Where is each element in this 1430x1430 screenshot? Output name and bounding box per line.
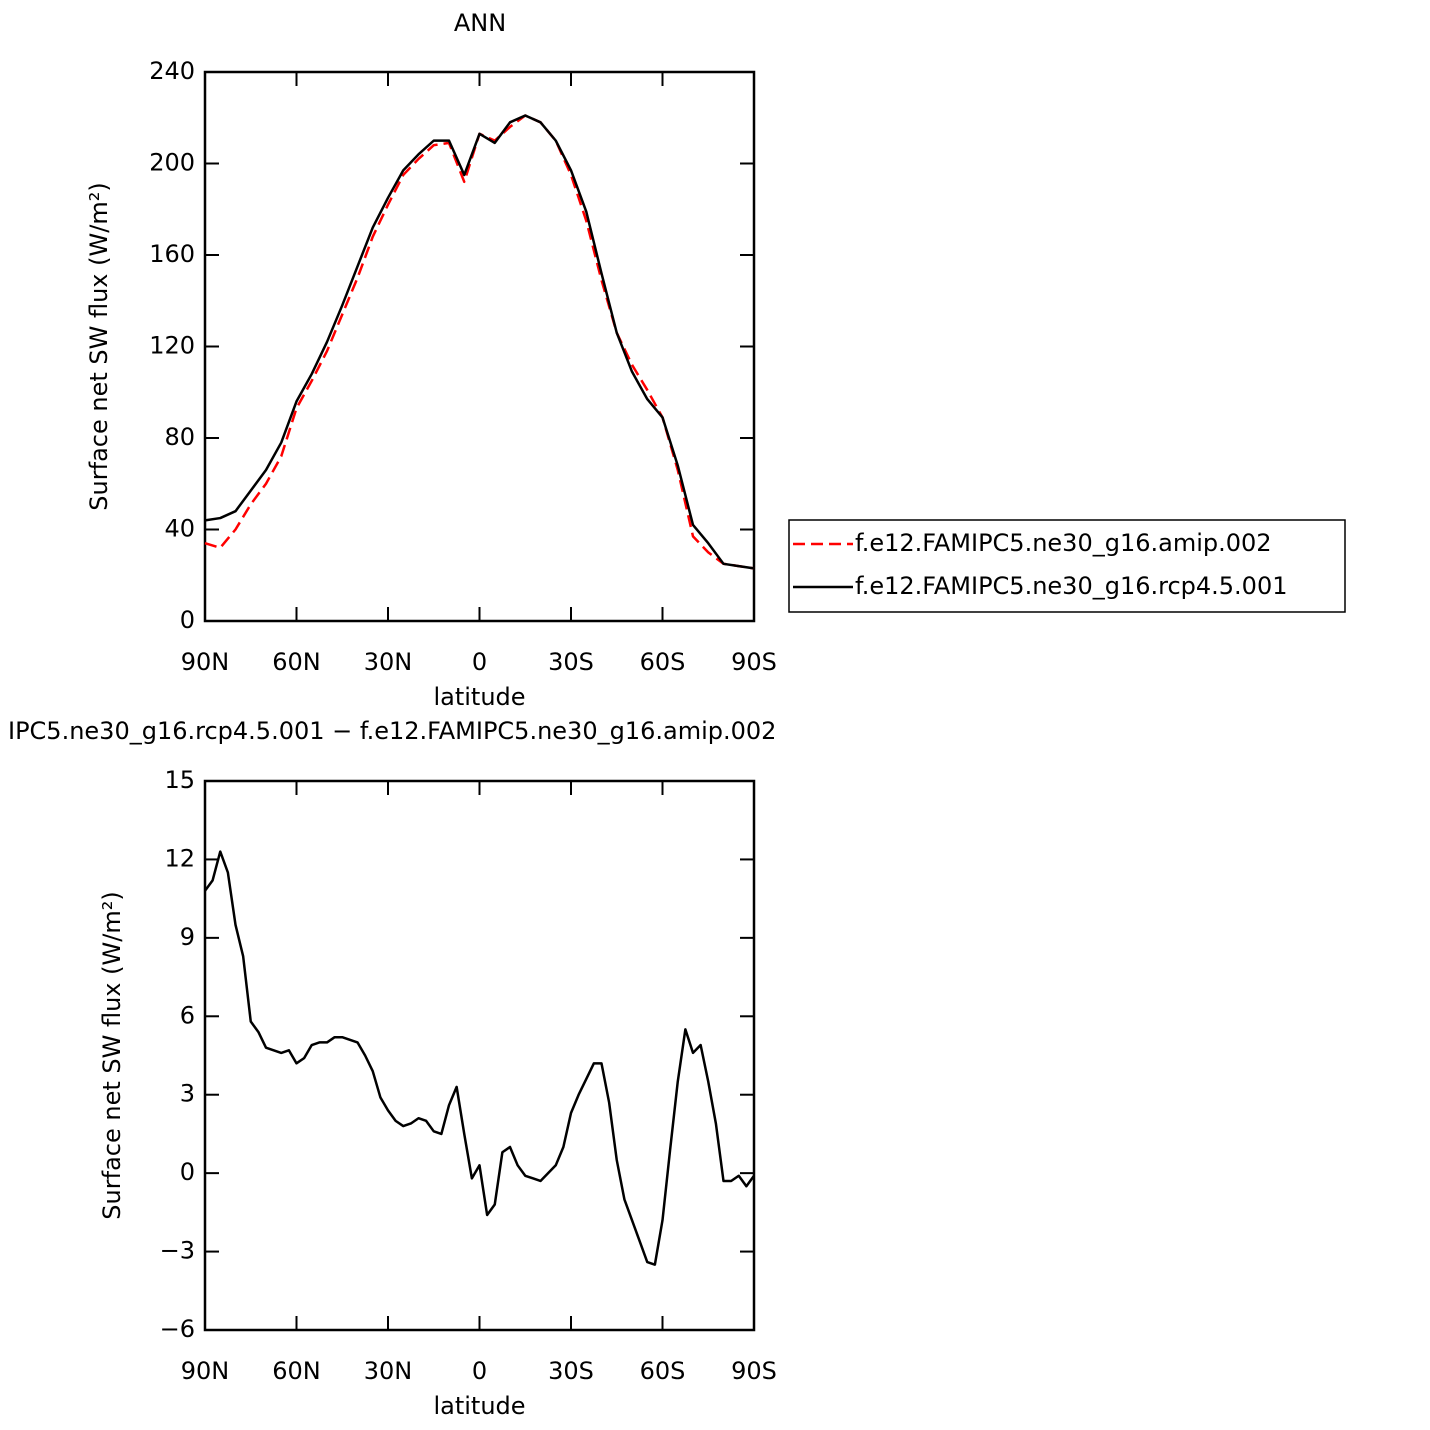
- x-tick-label: 30N: [364, 1357, 413, 1385]
- y-tick-label: 15: [164, 766, 195, 794]
- legend-box: [788, 519, 1346, 613]
- y-tick-label: 200: [149, 149, 195, 177]
- data-line: [204, 114, 755, 570]
- x-tick-label: 60N: [272, 1357, 321, 1385]
- chart-title: IPC5.ne30_g16.rcp4.5.001 − f.e12.FAMIPC5…: [8, 717, 776, 745]
- x-tick-label: 90S: [731, 1357, 777, 1385]
- x-tick-label: 30S: [548, 648, 594, 676]
- y-tick-label: −6: [160, 1315, 195, 1343]
- y-tick-label: 0: [180, 1158, 195, 1186]
- y-tick-label: 80: [164, 423, 195, 451]
- plot-frame: [203, 70, 756, 623]
- y-tick-label: 6: [180, 1001, 195, 1029]
- y-tick-label: 160: [149, 240, 195, 268]
- x-tick-label: 60S: [640, 648, 686, 676]
- x-tick-label: 0: [472, 1357, 487, 1385]
- y-tick-label: 240: [149, 57, 195, 85]
- x-tick-label: 0: [472, 648, 487, 676]
- y-tick-label: 0: [180, 606, 195, 634]
- legend-label: f.e12.FAMIPC5.ne30_g16.amip.002: [855, 529, 1272, 557]
- y-tick-label: −3: [160, 1237, 195, 1265]
- x-tick-label: 90N: [181, 648, 230, 676]
- x-tick-label: 90N: [181, 1357, 230, 1385]
- y-tick-label: 12: [164, 844, 195, 872]
- y-tick-label: 9: [180, 923, 195, 951]
- y-axis-label: Surface net SW flux (W/m²): [85, 182, 113, 510]
- y-tick-label: 120: [149, 332, 195, 360]
- y-tick-label: 40: [164, 515, 195, 543]
- x-axis-label: latitude: [433, 1392, 525, 1420]
- y-axis-label: Surface net SW flux (W/m²): [98, 891, 126, 1219]
- data-line: [203, 850, 756, 1266]
- x-tick-label: 90S: [731, 648, 777, 676]
- data-line: [204, 114, 755, 570]
- legend-label: f.e12.FAMIPC5.ne30_g16.rcp4.5.001: [855, 572, 1288, 600]
- x-tick-label: 30S: [548, 1357, 594, 1385]
- x-tick-label: 60N: [272, 648, 321, 676]
- plot-frame: [203, 779, 756, 1332]
- chart-title: ANN: [454, 9, 506, 37]
- x-axis-label: latitude: [433, 683, 525, 711]
- y-tick-label: 3: [180, 1080, 195, 1108]
- x-tick-label: 60S: [640, 1357, 686, 1385]
- x-tick-label: 30N: [364, 648, 413, 676]
